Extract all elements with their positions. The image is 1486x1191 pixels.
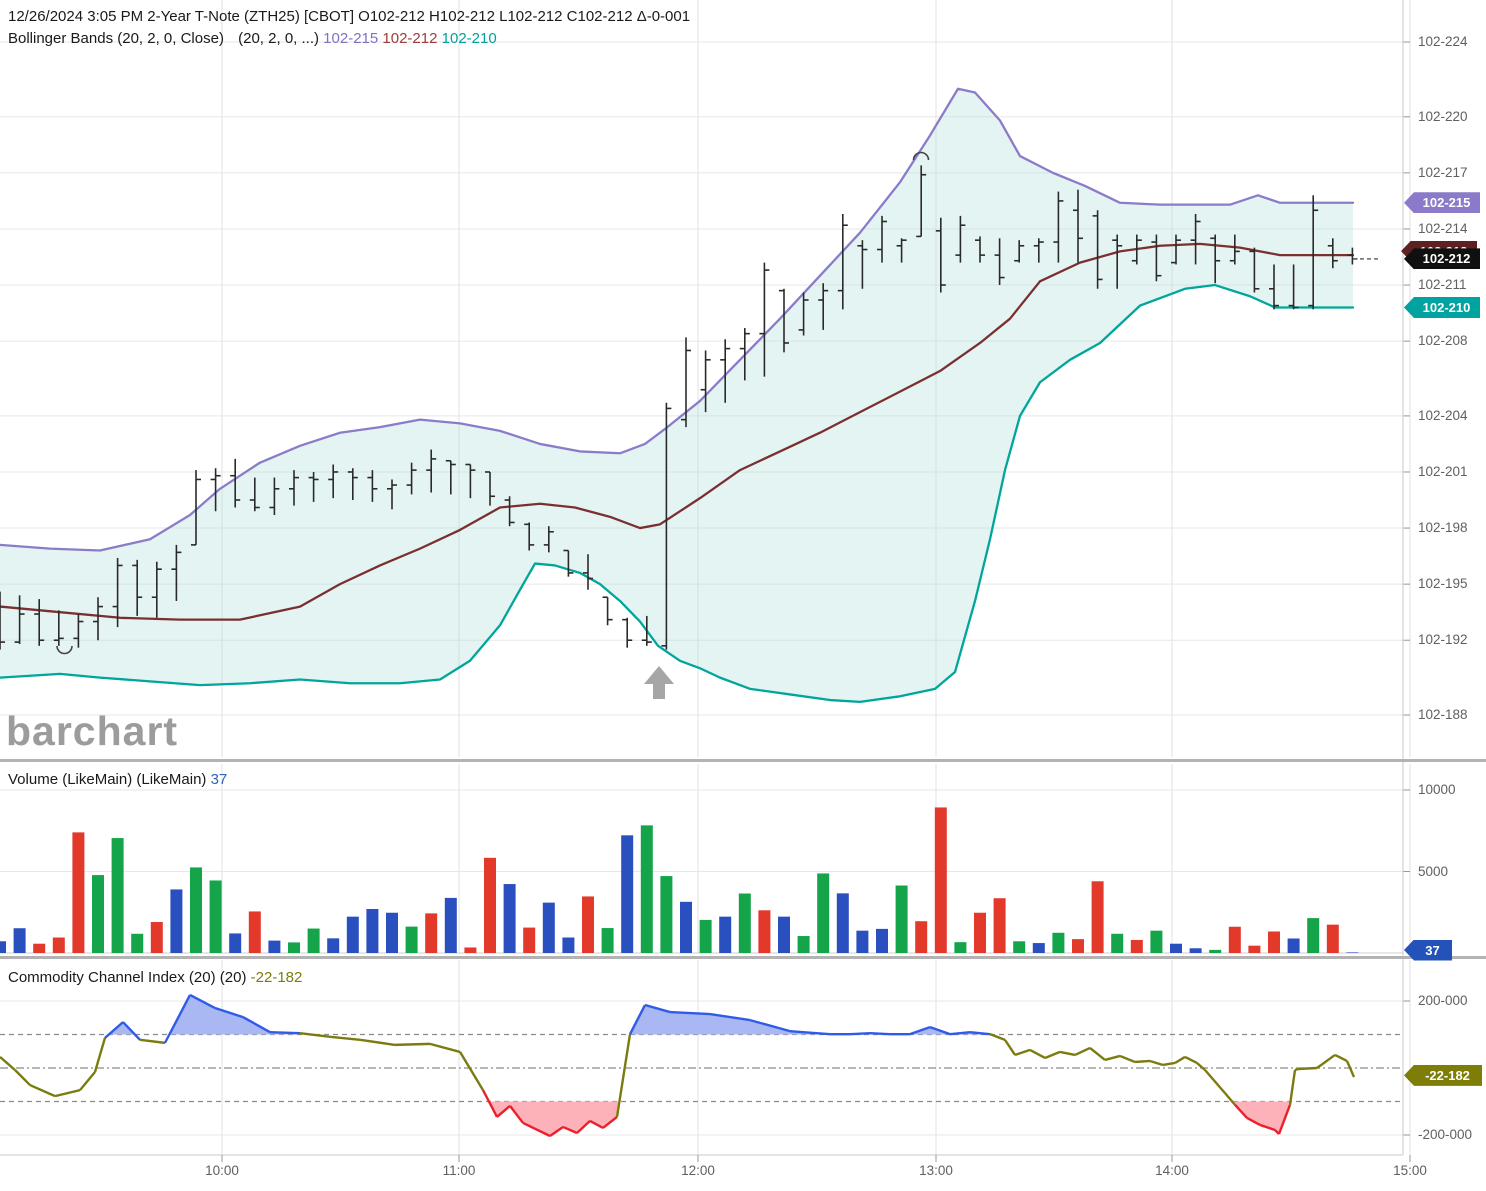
axis-tick-label: 102-201 [1418, 463, 1468, 479]
barchart-logo: barchart [6, 708, 179, 754]
axis-tick-label: 102-192 [1418, 632, 1468, 648]
price-value-badge: 102-212 [1404, 248, 1480, 270]
cci-last-value: -22-182 [250, 969, 303, 986]
axis-tick-label: -200-000 [1418, 1127, 1473, 1142]
volume-panel-label: Volume (LikeMain) (LikeMain) 37 [8, 771, 228, 788]
price-value-badge: 102-215 [1404, 192, 1480, 214]
time-tick-label: 12:00 [681, 1163, 715, 1178]
axis-tick-label: 102-208 [1418, 333, 1468, 349]
bb-name: Bollinger Bands (20, 2, 0, Close) [8, 30, 224, 47]
time-tick-label: 15:00 [1393, 1163, 1427, 1178]
bb-params: (20, 2, 0, ...) [238, 30, 319, 47]
axis-tick-label: 5000 [1418, 863, 1449, 879]
price-value-badge: -22-182 [1404, 1064, 1482, 1086]
indicator-line: Bollinger Bands (20, 2, 0, Close) (20, 2… [8, 28, 690, 50]
axis-tick-label: 102-220 [1418, 108, 1468, 124]
axis-tick-label: 102-224 [1418, 34, 1468, 50]
axis-tick-label: 10000 [1418, 782, 1456, 797]
axis-tick-label: 102-204 [1418, 407, 1468, 423]
axis-tick-label: 102-188 [1418, 707, 1468, 722]
time-tick-label: 13:00 [919, 1163, 953, 1178]
time-tick-label: 10:00 [205, 1163, 239, 1178]
axis-tick-label: 102-214 [1418, 220, 1468, 236]
price-value-badge: 102-210 [1404, 296, 1480, 318]
chart-legend: 12/26/2024 3:05 PM 2-Year T-Note (ZTH25)… [8, 6, 690, 50]
quote-line: 12/26/2024 3:05 PM 2-Year T-Note (ZTH25)… [8, 8, 691, 25]
bb-lower-value: 102-210 [441, 30, 497, 47]
axis-tick-label: 102-217 [1418, 164, 1468, 180]
panel-divider[interactable] [0, 759, 1486, 762]
axis-tick-label: 200-000 [1418, 993, 1468, 1008]
panel-divider[interactable] [0, 956, 1486, 959]
time-tick-label: 11:00 [442, 1163, 476, 1178]
axis-tick-label: 102-198 [1418, 520, 1468, 536]
bb-upper-value: 102-215 [323, 30, 379, 47]
bb-middle-value: 102-212 [382, 30, 438, 47]
cci-panel-label: Commodity Channel Index (20) (20) -22-18… [8, 969, 303, 986]
time-tick-label: 14:00 [1155, 1163, 1189, 1178]
volume-last-value: 37 [210, 771, 228, 788]
axis-tick-label: 102-211 [1418, 277, 1467, 293]
price-value-badge: 37 [1404, 939, 1452, 961]
axis-tick-label: 102-195 [1418, 576, 1468, 592]
